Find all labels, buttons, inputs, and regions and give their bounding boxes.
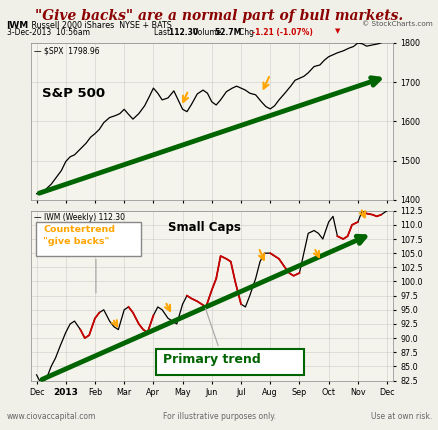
Text: 3-Dec-2013  10:56am: 3-Dec-2013 10:56am [7, 28, 89, 37]
Text: www.ciovaccapital.com: www.ciovaccapital.com [7, 412, 96, 421]
Text: — IWM (Weekly) 112.30: — IWM (Weekly) 112.30 [34, 213, 125, 222]
Text: Small Caps: Small Caps [168, 221, 241, 234]
Text: Last: Last [153, 28, 172, 37]
FancyBboxPatch shape [155, 349, 304, 375]
Text: 52.7M: 52.7M [215, 28, 246, 37]
Text: Primary trend: Primary trend [162, 353, 260, 366]
Text: "Give backs" are a normal part of bull markets.: "Give backs" are a normal part of bull m… [35, 9, 403, 24]
Text: 112.30: 112.30 [169, 28, 203, 37]
Text: Russell 2000 iShares  NYSE + BATS: Russell 2000 iShares NYSE + BATS [28, 21, 171, 30]
Text: IWM: IWM [7, 21, 29, 30]
Text: Countertrend
"give backs": Countertrend "give backs" [43, 225, 115, 246]
Text: Chg: Chg [239, 28, 256, 37]
Text: ▼: ▼ [334, 28, 339, 34]
Text: Volume: Volume [193, 28, 223, 37]
Text: Use at own risk.: Use at own risk. [370, 412, 431, 421]
FancyBboxPatch shape [36, 222, 141, 256]
Text: — $SPX  1798.96: — $SPX 1798.96 [34, 47, 100, 56]
Text: For illustrative purposes only.: For illustrative purposes only. [162, 412, 276, 421]
Text: © StockCharts.com: © StockCharts.com [361, 21, 431, 27]
Text: -1.21 (-1.07%): -1.21 (-1.07%) [252, 28, 313, 37]
Text: S&P 500: S&P 500 [42, 87, 105, 100]
